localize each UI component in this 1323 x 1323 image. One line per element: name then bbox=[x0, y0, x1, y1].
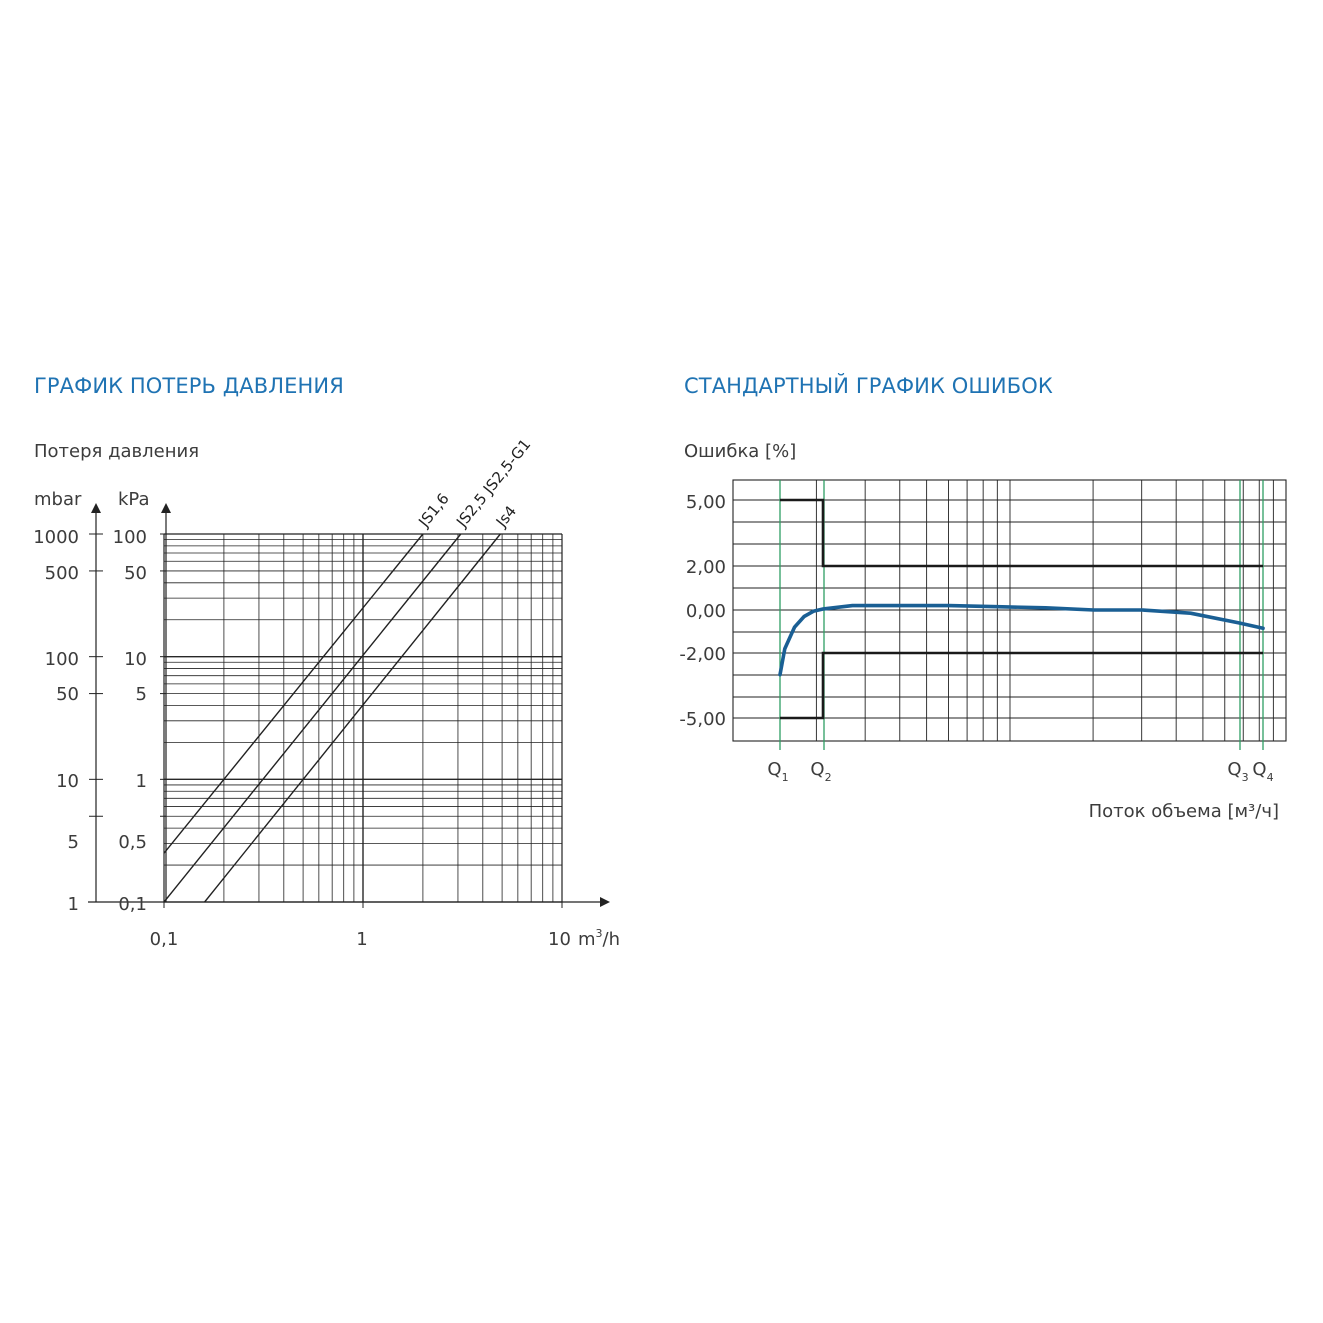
kpa-unit-label: kPa bbox=[118, 489, 150, 510]
upper-error-limit bbox=[780, 498, 1263, 568]
pressure-loss-grid bbox=[163, 533, 563, 903]
kpa-tick-labels: 100 50 10 5 1 0,5 0,1 bbox=[113, 527, 147, 915]
mbar-tick-5: 5 bbox=[68, 832, 79, 853]
series-label-0: JS1,6 bbox=[414, 490, 452, 531]
kpa-tick-10: 10 bbox=[124, 649, 147, 670]
flow-tick-labels: 0,1 1 10 m3/h bbox=[150, 927, 620, 950]
error-tick-minus-5: -5,00 bbox=[679, 709, 726, 730]
error-tick-2: 2,00 bbox=[686, 557, 726, 578]
series-label-2: Js4 bbox=[492, 502, 520, 531]
pressure-loss-chart: Потеря давления mbar kPa 1000 500 100 50… bbox=[33, 436, 620, 950]
lower-error-limit bbox=[780, 651, 1263, 720]
flow-unit-label: m3/h bbox=[578, 927, 620, 950]
q4-label: Q4 bbox=[1252, 759, 1273, 784]
q3-label: Q3 bbox=[1227, 759, 1248, 784]
flow-tick-10: 10 bbox=[548, 929, 571, 950]
mbar-tick-100: 100 bbox=[45, 649, 79, 670]
error-ylabel: Ошибка [%] bbox=[684, 441, 796, 462]
series-line-0 bbox=[163, 533, 424, 854]
mbar-tick-500: 500 bbox=[45, 563, 79, 584]
mbar-tick-1: 1 bbox=[68, 894, 79, 915]
flow-tick-1: 1 bbox=[356, 929, 367, 950]
kpa-tick-0-5: 0,5 bbox=[118, 832, 147, 853]
kpa-tick-1: 1 bbox=[136, 771, 147, 792]
kpa-tick-5: 5 bbox=[136, 684, 147, 705]
q1-label: Q1 bbox=[767, 759, 788, 784]
pressure-loss-axes bbox=[88, 503, 610, 908]
q2-label: Q2 bbox=[810, 759, 831, 784]
error-tick-0: 0,00 bbox=[686, 601, 726, 622]
error-chart: Ошибка [%] 5,00 2,00 0,00 -2,00 -5,00 Q1… bbox=[679, 441, 1287, 822]
error-chart-title: СТАНДАРТНЫЙ ГРАФИК ОШИБОК bbox=[684, 374, 1053, 398]
error-xlabel: Поток объема [м³/ч] bbox=[1089, 801, 1279, 822]
mbar-tick-1000: 1000 bbox=[33, 527, 79, 548]
kpa-tick-0-1: 0,1 bbox=[118, 894, 147, 915]
kpa-tick-50: 50 bbox=[124, 563, 147, 584]
mbar-tick-labels: 1000 500 100 50 10 5 1 bbox=[33, 527, 79, 915]
mbar-unit-label: mbar bbox=[34, 489, 82, 510]
error-grid-border bbox=[732, 479, 1287, 742]
flow-tick-0-1: 0,1 bbox=[150, 929, 179, 950]
mbar-tick-50: 50 bbox=[56, 684, 79, 705]
series-line-2 bbox=[204, 533, 501, 903]
kpa-tick-100: 100 bbox=[113, 527, 147, 548]
pressure-loss-title: ГРАФИК ПОТЕРЬ ДАВЛЕНИЯ bbox=[34, 374, 344, 398]
mbar-tick-10: 10 bbox=[56, 771, 79, 792]
error-tick-minus-2: -2,00 bbox=[679, 644, 726, 665]
error-tick-5: 5,00 bbox=[686, 492, 726, 513]
error-series bbox=[778, 498, 1265, 720]
series-line-1 bbox=[163, 533, 462, 903]
pressure-loss-ylabel: Потеря давления bbox=[34, 441, 199, 462]
q-labels: Q1 Q2 Q3 Q4 bbox=[767, 759, 1273, 784]
error-tick-labels: 5,00 2,00 0,00 -2,00 -5,00 bbox=[679, 492, 726, 730]
error-curve bbox=[778, 603, 1265, 677]
